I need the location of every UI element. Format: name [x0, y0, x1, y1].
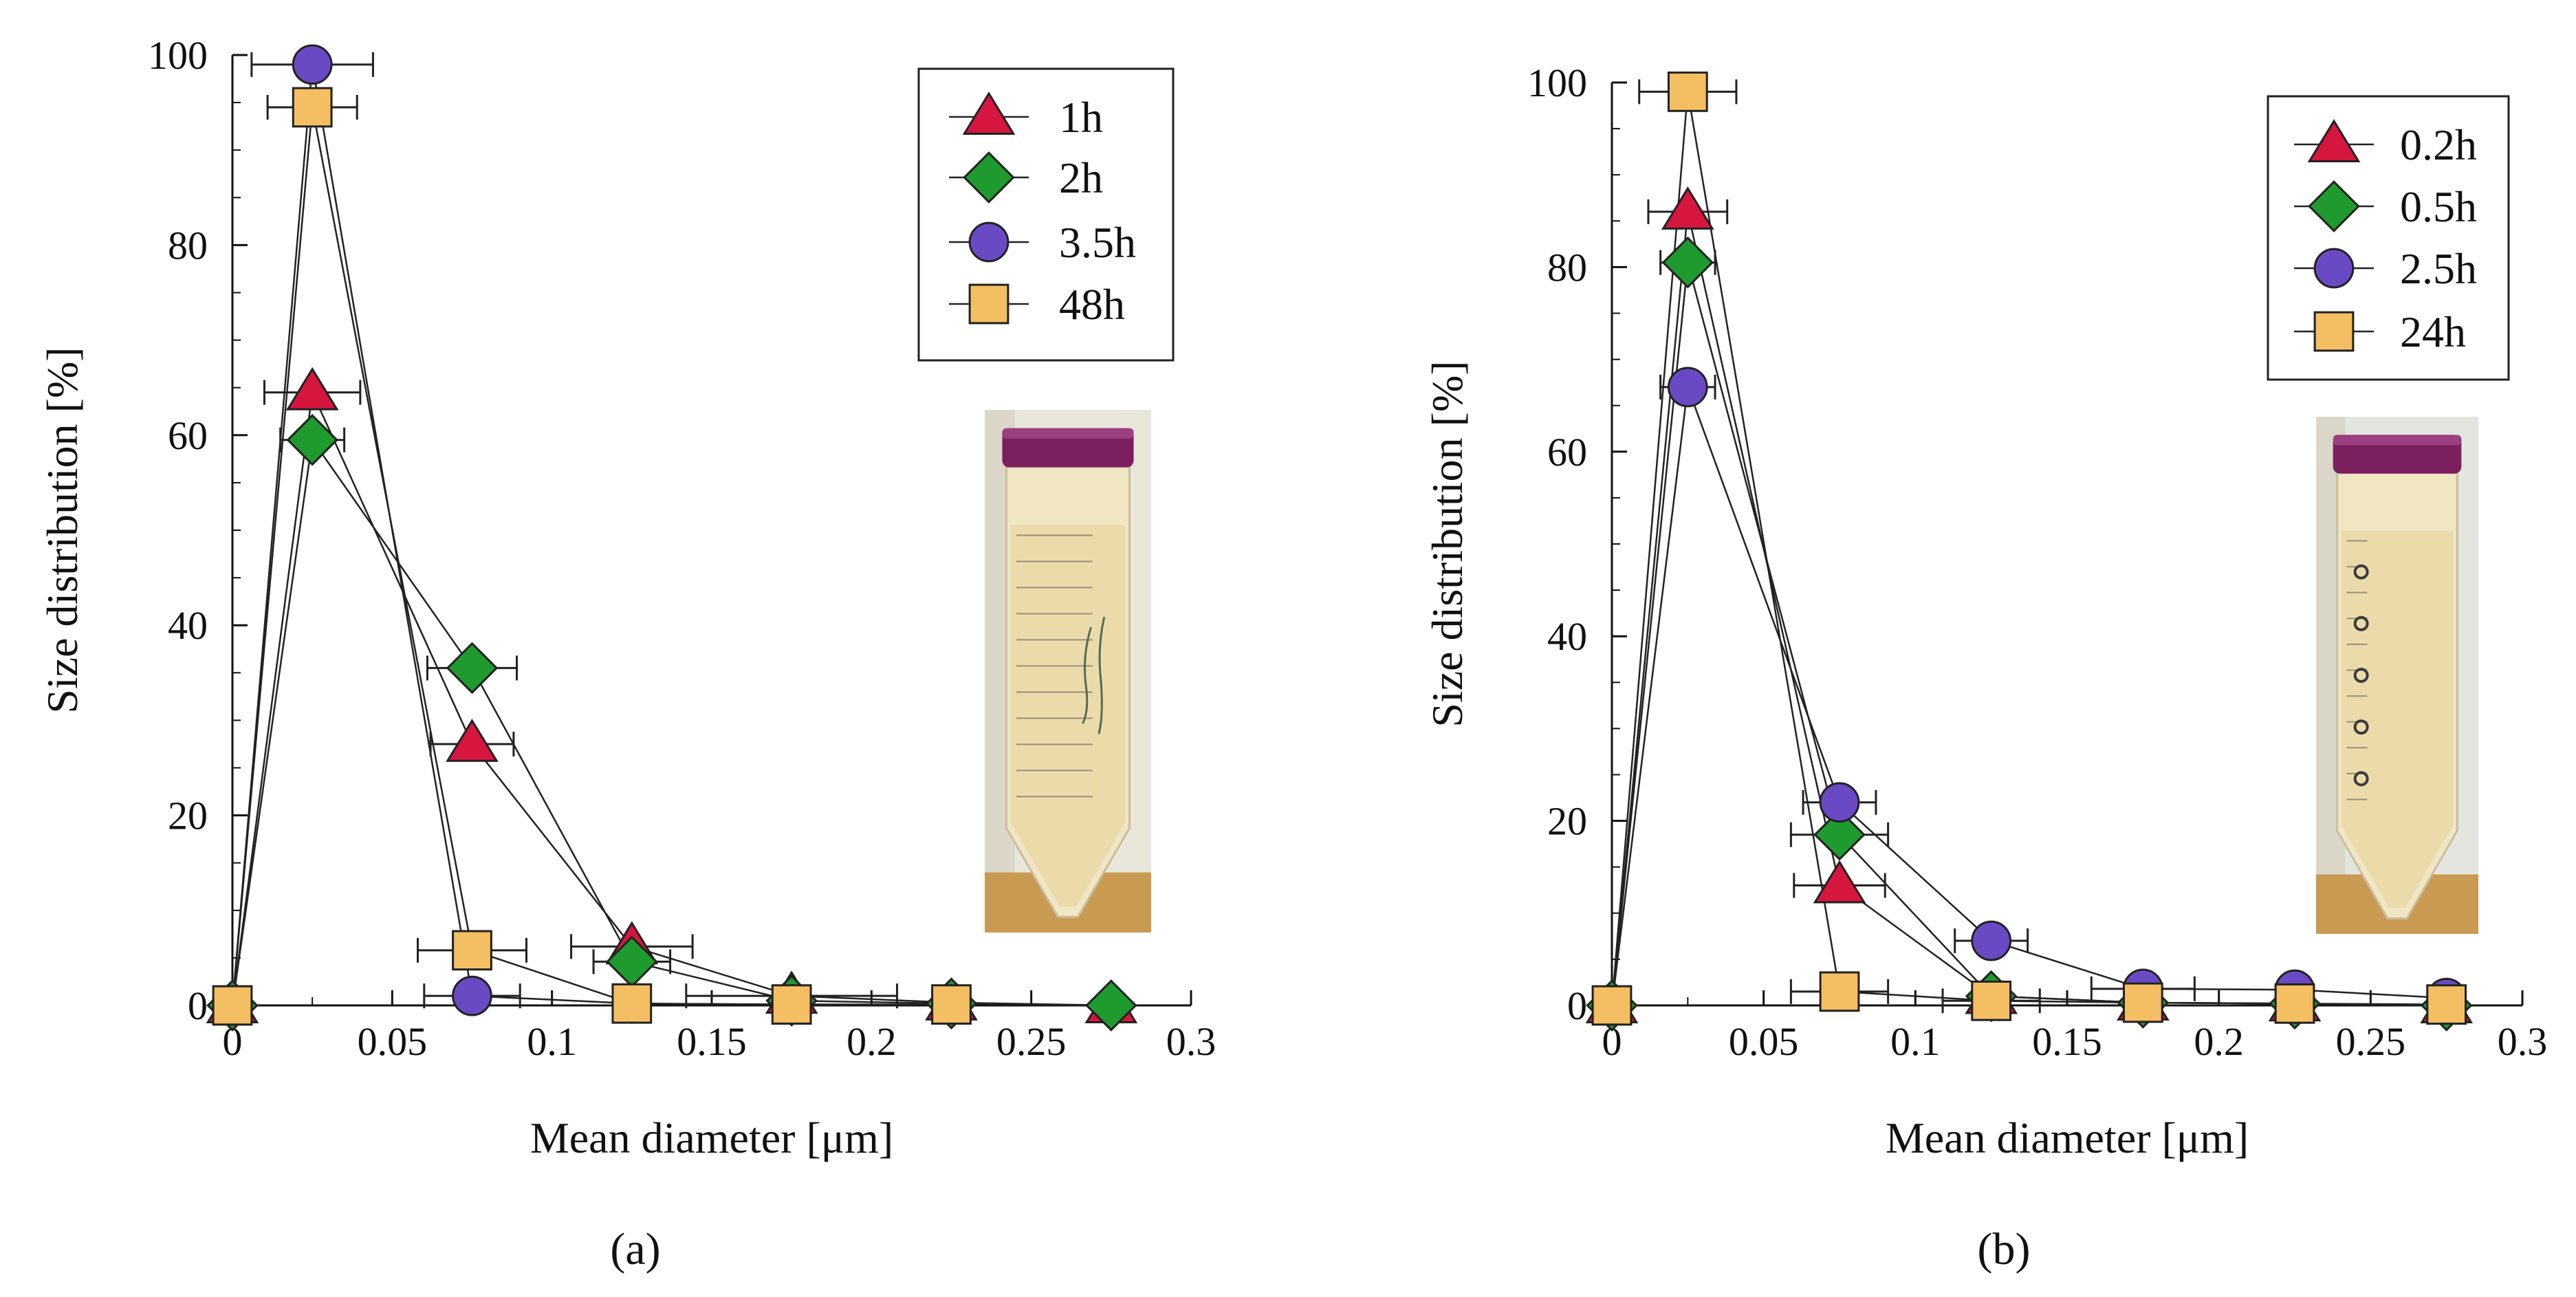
legend-marker-3.5h [968, 221, 1009, 263]
legend-label: 0.5h [2400, 182, 2477, 231]
legend-marker-24h [2313, 311, 2355, 352]
tube-mark [2353, 668, 2369, 683]
data-point-3.5h [292, 44, 333, 85]
legend-marker-1h [962, 91, 1016, 135]
series-line-48h [232, 107, 952, 1006]
tube-cap-highlight [2333, 435, 2462, 446]
data-point-48h [931, 984, 972, 1025]
y-tick-label: 60 [168, 413, 208, 458]
x-tick-label: 0.3 [2498, 1019, 2548, 1064]
data-point-48h [452, 930, 492, 971]
legend-box [2267, 95, 2510, 381]
x-tick-label: 0.2 [2194, 1019, 2244, 1064]
legend-marker-48h [968, 283, 1009, 325]
data-point-2.5h [1667, 367, 1708, 408]
tube-liquid [1010, 525, 1126, 906]
legend: 1h 2h 3.5h 48h [917, 67, 1175, 362]
legend-label: 2.5h [2400, 244, 2477, 293]
x-tick-label: 0.05 [1729, 1019, 1799, 1064]
y-tick-label: 80 [1547, 245, 1587, 290]
x-tick-label: 0.15 [677, 1019, 747, 1064]
sample-tube-photo: photo of sample tube [2316, 417, 2478, 934]
data-point-3.5h [452, 975, 492, 1016]
y-tick-label: 0 [188, 983, 208, 1028]
data-point-0.5h [1661, 236, 1714, 289]
legend-box [917, 67, 1175, 362]
data-point-48h [611, 983, 653, 1024]
markers [206, 44, 1138, 1032]
legend-label: 1h [1059, 93, 1103, 142]
data-point-48h [771, 984, 812, 1025]
y-tick-label: 40 [168, 603, 208, 648]
legend: 0.2h 0.5h 2.5h 24h [2267, 95, 2510, 381]
tube-mark [2353, 771, 2369, 787]
data-point-2.5h [1971, 920, 2012, 961]
y-tick-label: 60 [1547, 430, 1587, 475]
legend-label: 0.2h [2400, 120, 2477, 169]
y-axis-title: Size distribution [%] [38, 347, 87, 713]
data-point-24h [1667, 72, 1708, 112]
data-point-1h [285, 367, 339, 411]
x-axis-title: Mean diameter [μm] [530, 1113, 893, 1162]
data-point-48h [212, 985, 253, 1026]
y-tick-label: 100 [148, 33, 208, 78]
y-tick-label: 0 [1567, 983, 1587, 1028]
legend-marker-0.5h [2308, 180, 2360, 232]
data-point-24h [1971, 980, 2012, 1021]
x-tick-label: 0.25 [2336, 1019, 2406, 1064]
panel-label-a: (a) [610, 1224, 660, 1274]
data-point-0.2h [1661, 186, 1714, 230]
tube-handwriting [1082, 616, 1106, 734]
y-tick-label: 20 [168, 794, 208, 838]
data-point-2h [1085, 979, 1137, 1032]
y-axis-title: Size distribution [%] [1423, 360, 1472, 727]
y-tick-label: 40 [1547, 614, 1587, 659]
data-point-2h [446, 642, 499, 695]
data-point-24h [2122, 982, 2163, 1023]
y-tick-label: 80 [168, 223, 208, 268]
data-point-24h [2426, 984, 2467, 1025]
x-tick-label: 0.2 [847, 1019, 897, 1064]
legend-label: 2h [1059, 153, 1103, 202]
tube-mark [2353, 719, 2369, 735]
x-tick-label: 0.1 [527, 1019, 577, 1064]
legend-label: 48h [1059, 280, 1125, 329]
data-point-1h [446, 719, 499, 762]
legend-label: 3.5h [1059, 218, 1136, 267]
x-tick-label: 0.25 [996, 1019, 1067, 1064]
tube-mark [2353, 615, 2369, 631]
tube-liquid [2341, 530, 2454, 908]
legend-marker-2h [963, 151, 1015, 204]
legend-marker-2.5h [2313, 248, 2355, 289]
markers [1585, 72, 2474, 1032]
legend-marker-0.2h [2307, 119, 2361, 162]
data-point-24h [2274, 983, 2315, 1024]
data-point-48h [292, 87, 333, 128]
tube-cap-highlight [1002, 428, 1134, 439]
data-point-2.5h [1819, 782, 1860, 823]
x-axis-title: Mean diameter [μm] [1886, 1113, 2249, 1162]
data-point-24h [1591, 985, 1633, 1026]
legend-label: 24h [2400, 307, 2466, 356]
x-tick-label: 0.05 [358, 1019, 428, 1064]
y-tick-label: 20 [1547, 799, 1587, 844]
x-tick-label: 0.3 [1166, 1019, 1216, 1064]
data-point-0.5h [1813, 808, 1866, 861]
data-point-0.2h [1813, 860, 1866, 904]
x-tick-label: 0.15 [2032, 1019, 2102, 1064]
x-tick-label: 0.1 [1890, 1019, 1941, 1064]
data-point-2h [286, 413, 338, 466]
data-point-24h [1819, 971, 1860, 1012]
sample-tube-photo: photo of sample tube [985, 410, 1151, 933]
panel-label-b: (b) [1978, 1224, 2031, 1274]
y-tick-label: 100 [1527, 61, 1587, 105]
tube-mark [2353, 564, 2369, 580]
